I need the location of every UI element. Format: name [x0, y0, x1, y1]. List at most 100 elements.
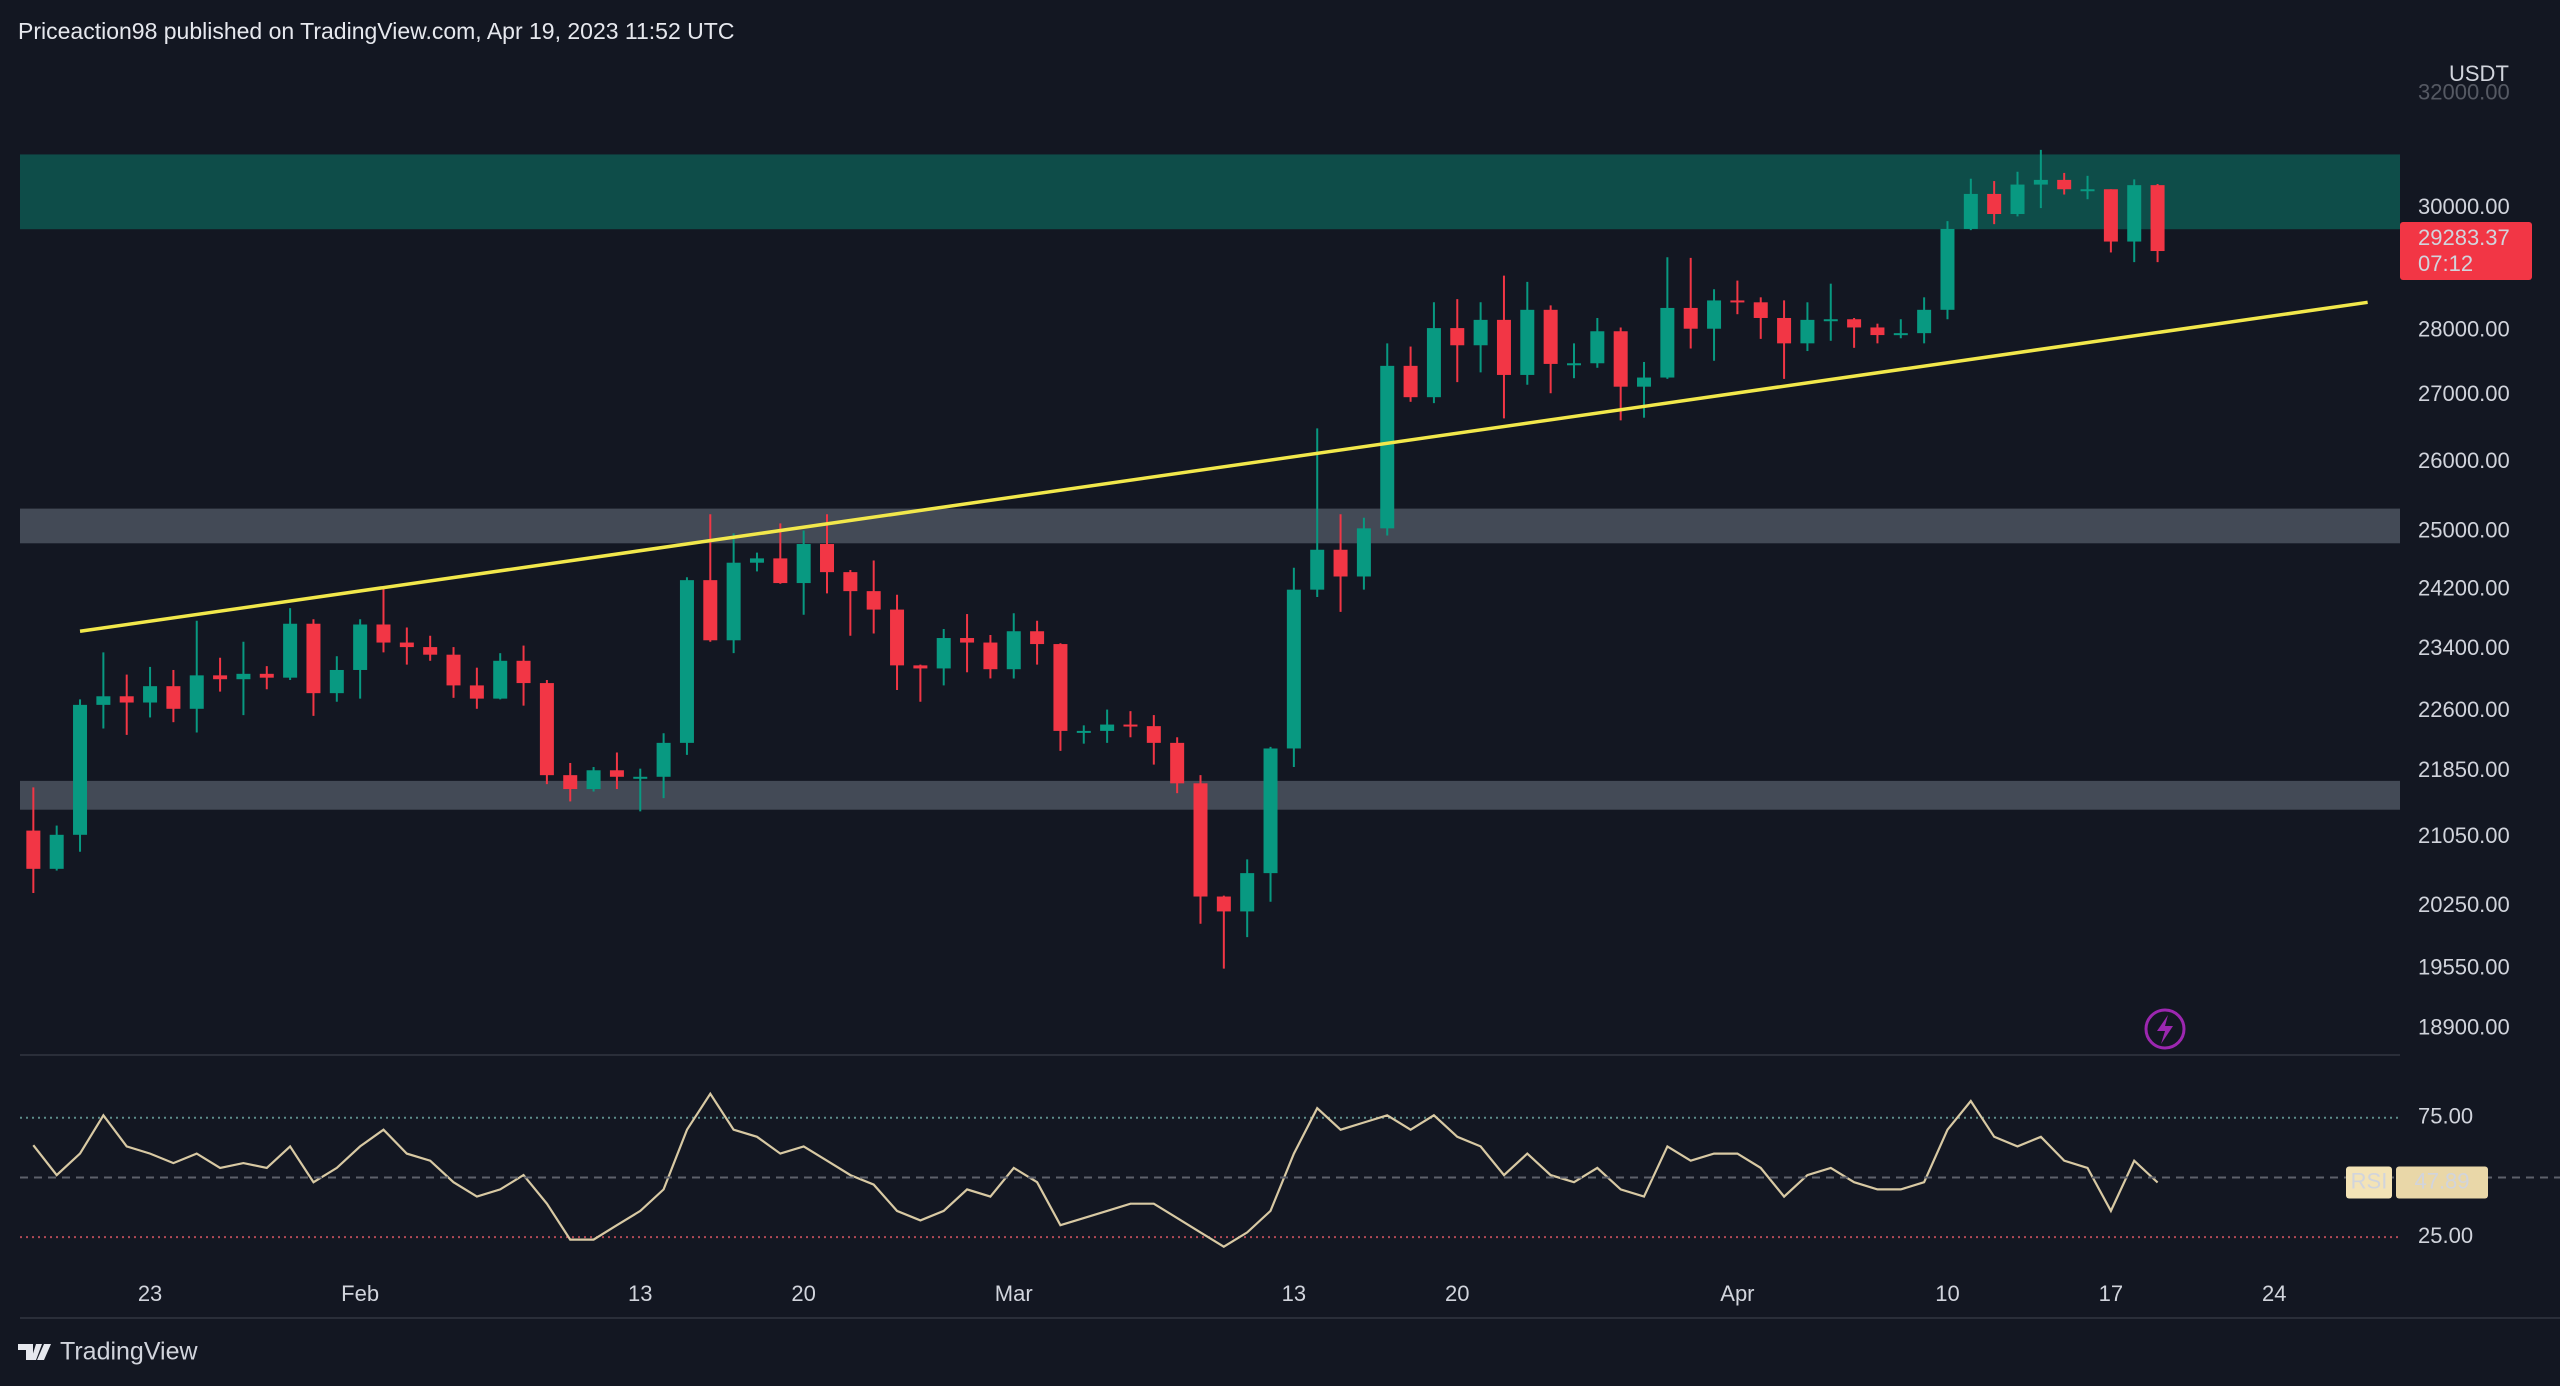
candle-body: [1426, 328, 1441, 398]
candle-body: [446, 654, 461, 686]
last-price-tag: [2400, 222, 2532, 281]
candle-body: [1987, 193, 2002, 215]
alert-icon[interactable]: [2144, 1008, 2186, 1050]
y-axis-label: USDT: [2449, 61, 2509, 86]
candle-body: [843, 572, 858, 592]
rsi-name: RSI: [2351, 1168, 2388, 1193]
candle-body: [1263, 748, 1278, 874]
y-tick-label: 25000.00: [2418, 518, 2510, 543]
candle-body: [1893, 333, 1908, 336]
candle-body: [2010, 184, 2025, 215]
candle-body: [1403, 365, 1418, 398]
candle-body: [2150, 185, 2165, 252]
candle-body: [679, 580, 694, 743]
y-tick-label: 21050.00: [2418, 823, 2510, 848]
candle-body: [633, 776, 648, 779]
y-tick-label: 24200.00: [2418, 575, 2510, 600]
candle-body: [306, 623, 321, 694]
candle-body: [539, 683, 554, 776]
candle-body: [329, 669, 344, 694]
candle-body: [2057, 179, 2072, 190]
candle-body: [49, 834, 64, 869]
candle-body: [1006, 631, 1021, 670]
zone: [20, 780, 2400, 810]
candle-body: [703, 580, 718, 641]
candle-body: [1286, 589, 1301, 749]
zone: [20, 508, 2400, 544]
y-tick-label: 21850.00: [2418, 757, 2510, 782]
candle-body: [1753, 302, 1768, 318]
y-tick-label: 27000.00: [2418, 381, 2510, 406]
candle-body: [283, 623, 298, 678]
candle-body: [493, 660, 508, 699]
rsi-value-tag: [2396, 1166, 2488, 1199]
candle-body: [1566, 363, 1581, 366]
candle-body: [1193, 783, 1208, 897]
candle-body: [866, 591, 881, 610]
candle-body: [773, 558, 788, 584]
y-tick-label: 18900.00: [2418, 1014, 2510, 1039]
candle-body: [73, 704, 88, 835]
candle-body: [119, 696, 134, 703]
candle-body: [983, 642, 998, 670]
candle-body: [1963, 193, 1978, 229]
candle-body: [1730, 300, 1745, 303]
price-pane: [20, 149, 2400, 969]
x-tick-label: 10: [1935, 1281, 1959, 1306]
header: Priceaction98 published on TradingView.c…: [18, 18, 734, 44]
footer-logo[interactable]: TradingView: [18, 1338, 199, 1366]
candle-body: [143, 686, 158, 703]
y-tick-label: 19550.00: [2418, 954, 2510, 979]
y-tick-label: 32000.00: [2418, 79, 2510, 104]
candle-body: [1917, 309, 1932, 334]
candle-body: [1847, 319, 1862, 328]
zone: [20, 154, 2400, 230]
y-tick-label: 26000.00: [2418, 448, 2510, 473]
x-tick-label: 23: [138, 1281, 162, 1306]
candle-body: [609, 770, 624, 777]
candle-body: [1170, 742, 1185, 784]
trendline: [79, 300, 2368, 633]
axes: 23 Feb 13 20 Mar 13 20 Apr 10 17 24 32000.00 30000.0…: [20, 61, 2560, 1306]
y-tick-label: 20250.00: [2418, 892, 2510, 917]
x-tick-label: 13: [1282, 1281, 1306, 1306]
rsi-name-tag: [2346, 1166, 2392, 1199]
candle-body: [376, 624, 391, 643]
x-tick-label: 24: [2262, 1281, 2286, 1306]
rsi-pane: [20, 1091, 2400, 1248]
candle-body: [469, 685, 484, 699]
candle-body: [890, 609, 905, 666]
candle-body: [796, 544, 811, 584]
rsi-line: [32, 1091, 2159, 1248]
candle-body: [353, 624, 368, 670]
x-tick-label: 20: [1445, 1281, 1469, 1306]
candle-body: [913, 665, 928, 669]
candle-body: [1380, 365, 1395, 529]
candle-body: [1800, 319, 1815, 344]
x-tick-label: Feb: [341, 1281, 379, 1306]
y-tick-label: 23400.00: [2418, 635, 2510, 660]
candle-body: [1543, 309, 1558, 364]
candle-body: [1613, 331, 1628, 387]
x-tick-label: 20: [791, 1281, 815, 1306]
candle-body: [1030, 631, 1045, 645]
candle-body: [1216, 896, 1231, 912]
candle-body: [1310, 549, 1325, 590]
candle-body: [26, 830, 41, 869]
y-tick-label: 25.00: [2418, 1223, 2473, 1248]
x-tick-label: 17: [2099, 1281, 2123, 1306]
candle-body: [1520, 309, 1535, 375]
candle-body: [960, 638, 975, 643]
candle-body: [189, 675, 204, 709]
candle-body: [96, 696, 111, 705]
candle-body: [1590, 331, 1605, 364]
candle-body: [1240, 873, 1255, 912]
x-tick-label: Mar: [995, 1281, 1033, 1306]
candle-body: [1777, 317, 1792, 344]
candle-body: [936, 638, 951, 669]
candle-body: [2080, 189, 2095, 192]
candle-body: [516, 660, 531, 684]
candle-body: [586, 770, 601, 790]
footer-brand[interactable]: TradingView: [60, 1338, 199, 1366]
